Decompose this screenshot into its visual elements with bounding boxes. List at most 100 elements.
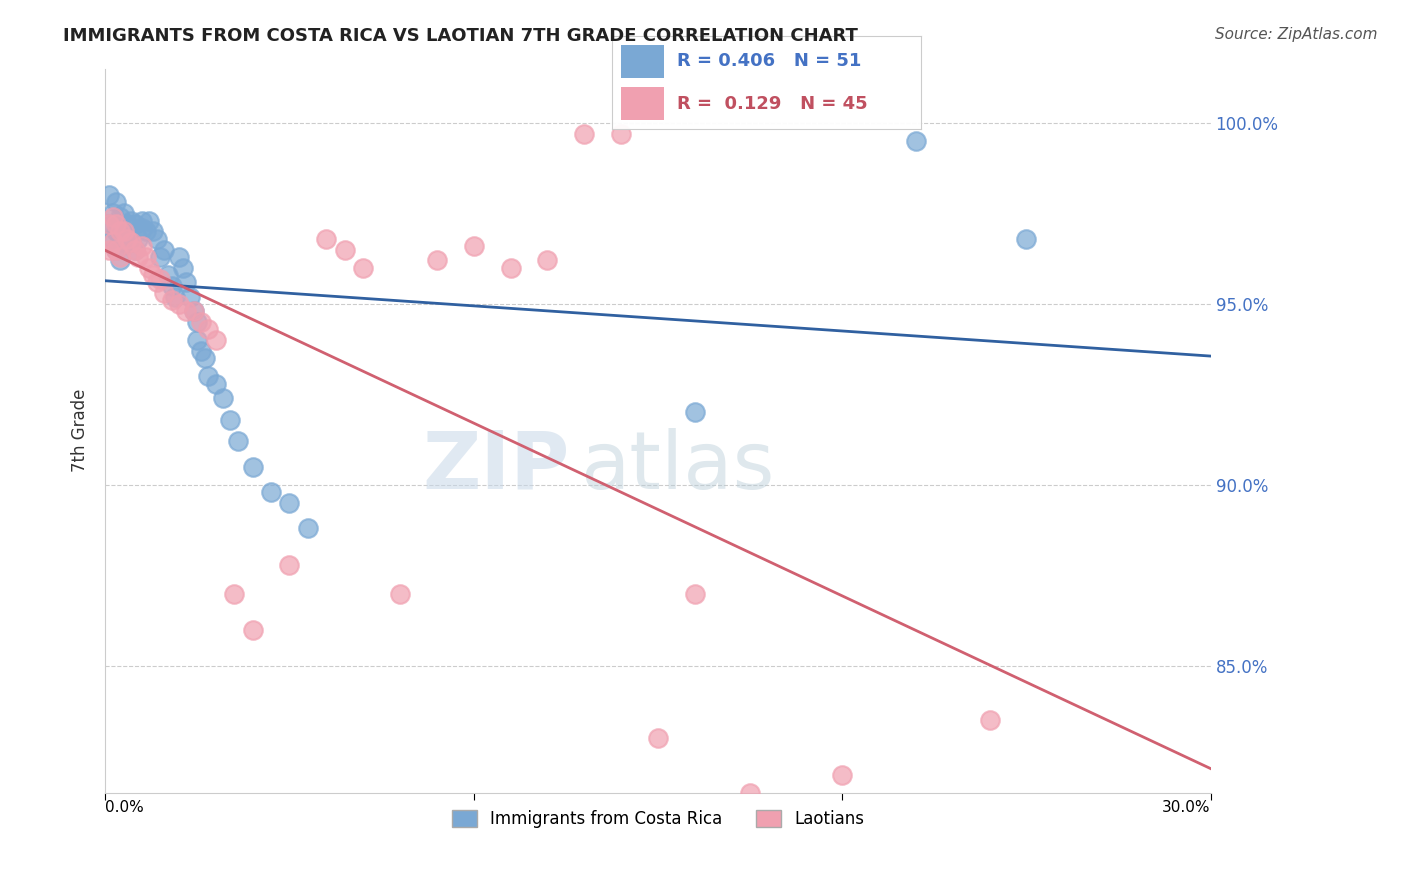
Text: 0.0%: 0.0%	[105, 800, 143, 815]
Point	[135, 224, 157, 238]
Point	[127, 250, 149, 264]
Point	[112, 224, 135, 238]
Point	[683, 405, 706, 419]
Point	[112, 206, 135, 220]
Point	[120, 213, 142, 227]
Point	[172, 260, 194, 275]
Point	[108, 250, 131, 264]
Point	[226, 434, 249, 449]
Point	[388, 586, 411, 600]
Point	[124, 217, 146, 231]
Point	[426, 253, 449, 268]
Point	[167, 297, 190, 311]
Point	[174, 275, 197, 289]
Point	[138, 213, 160, 227]
Legend: Immigrants from Costa Rica, Laotians: Immigrants from Costa Rica, Laotians	[446, 804, 870, 835]
Point	[174, 304, 197, 318]
Text: ZIP: ZIP	[422, 428, 569, 506]
Point	[499, 260, 522, 275]
Bar	[621, 87, 664, 120]
Point	[242, 623, 264, 637]
Point	[278, 496, 301, 510]
Point	[142, 268, 165, 282]
Point	[160, 278, 183, 293]
Text: R = 0.406   N = 51: R = 0.406 N = 51	[676, 53, 860, 70]
Point	[131, 239, 153, 253]
Point	[97, 188, 120, 202]
Point	[212, 391, 235, 405]
Point	[183, 304, 205, 318]
Point	[97, 243, 120, 257]
Point	[219, 413, 242, 427]
Text: 30.0%: 30.0%	[1163, 800, 1211, 815]
Point	[105, 217, 128, 231]
Point	[610, 127, 633, 141]
Point	[204, 333, 226, 347]
Point	[160, 293, 183, 308]
Point	[146, 232, 169, 246]
Point	[204, 376, 226, 391]
Point	[105, 243, 128, 257]
Point	[101, 235, 124, 250]
Point	[153, 243, 176, 257]
Point	[142, 224, 165, 238]
Point	[101, 232, 124, 246]
Point	[97, 217, 120, 231]
Point	[979, 713, 1001, 727]
Point	[463, 239, 485, 253]
Point	[117, 232, 139, 246]
Point	[108, 232, 131, 246]
Text: IMMIGRANTS FROM COSTA RICA VS LAOTIAN 7TH GRADE CORRELATION CHART: IMMIGRANTS FROM COSTA RICA VS LAOTIAN 7T…	[63, 27, 858, 45]
Point	[190, 315, 212, 329]
Point	[574, 127, 596, 141]
Point	[97, 217, 120, 231]
Point	[101, 210, 124, 224]
Point	[149, 271, 172, 285]
Point	[1015, 232, 1038, 246]
Point	[315, 232, 337, 246]
Point	[190, 343, 212, 358]
Point	[101, 206, 124, 220]
Point	[647, 731, 669, 746]
Point	[278, 558, 301, 572]
Point	[197, 322, 219, 336]
Point	[165, 290, 187, 304]
Point	[112, 224, 135, 238]
Bar	[621, 45, 664, 78]
Point	[138, 260, 160, 275]
Point	[242, 459, 264, 474]
Point	[124, 243, 146, 257]
Text: atlas: atlas	[581, 428, 775, 506]
Point	[117, 217, 139, 231]
Point	[105, 195, 128, 210]
Point	[124, 243, 146, 257]
Text: Source: ZipAtlas.com: Source: ZipAtlas.com	[1215, 27, 1378, 42]
Point	[197, 369, 219, 384]
Point	[156, 268, 179, 282]
Point	[127, 232, 149, 246]
Point	[179, 290, 201, 304]
Point	[904, 134, 927, 148]
Point	[120, 235, 142, 250]
Point	[536, 253, 558, 268]
Point	[167, 250, 190, 264]
Point	[135, 250, 157, 264]
Point	[297, 521, 319, 535]
Text: R =  0.129   N = 45: R = 0.129 N = 45	[676, 95, 868, 112]
Point	[105, 224, 128, 238]
Point	[186, 333, 208, 347]
Point	[108, 224, 131, 238]
Point	[183, 304, 205, 318]
Point	[108, 253, 131, 268]
Point	[352, 260, 374, 275]
Point	[149, 250, 172, 264]
Point	[738, 786, 761, 800]
Point	[117, 235, 139, 250]
Point	[131, 213, 153, 227]
Point	[108, 210, 131, 224]
Point	[260, 485, 283, 500]
Y-axis label: 7th Grade: 7th Grade	[72, 389, 89, 472]
Point	[120, 235, 142, 250]
Point	[146, 275, 169, 289]
Point	[224, 586, 246, 600]
